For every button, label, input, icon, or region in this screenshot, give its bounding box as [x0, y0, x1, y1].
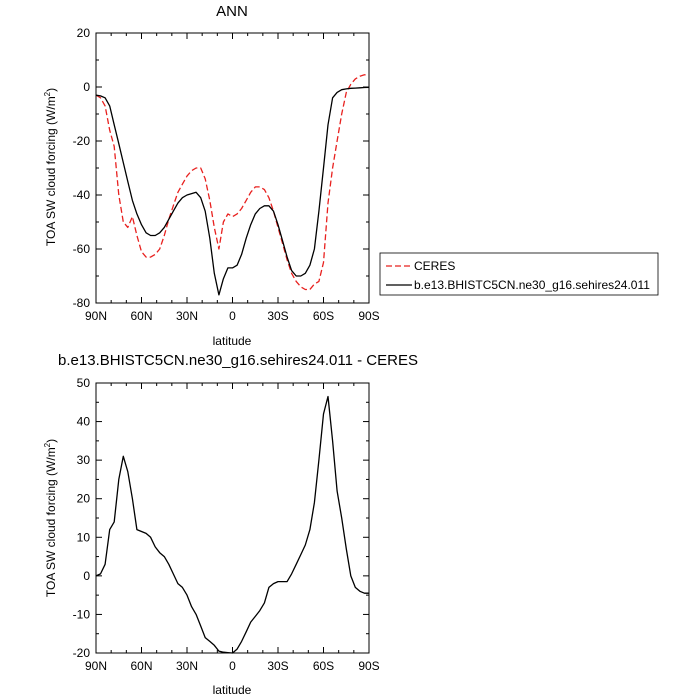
bottom-chart-xlabel: latitude	[213, 683, 252, 697]
bottom-chart-lines	[95, 395, 369, 654]
bottom-chart-frame	[95, 382, 370, 654]
bottom-series-line-0	[95, 395, 369, 654]
top-ytick-label: 20	[77, 26, 91, 40]
top-ylabel-text: TOA SW cloud forcing (W/m	[44, 96, 58, 246]
bottom-ytick-label: 0	[83, 569, 90, 583]
legend-label-ceres: CERES	[414, 259, 455, 273]
bottom-xtick-label: 90N	[85, 659, 107, 673]
top-chart-ylabel: TOA SW cloud forcing (W/m2)	[43, 88, 58, 246]
bottom-xtick-label: 60N	[130, 659, 152, 673]
bottom-ytick-label: -20	[73, 646, 91, 660]
svg-text:TOA SW cloud forcing (W/m2): TOA SW cloud forcing (W/m2)	[43, 88, 58, 246]
bottom-ytick-label: -10	[73, 607, 91, 621]
top-xtick-label: 60N	[130, 309, 152, 323]
top-xtick-label: 30N	[176, 309, 198, 323]
top-chart-ticks: 90N 60N 30N 0 30S 60S 90S 20 0 -20 -40 -60 -80	[73, 26, 380, 323]
top-ylabel-end: )	[44, 88, 58, 92]
bottom-xtick-label: 0	[229, 659, 236, 673]
bottom-xtick-label: 60S	[313, 659, 334, 673]
top-xtick-label: 60S	[313, 309, 334, 323]
bottom-xtick-label: 30N	[176, 659, 198, 673]
bottom-xtick-label: 30S	[267, 659, 288, 673]
bottom-ylabel-text: TOA SW cloud forcing (W/m	[44, 447, 58, 597]
bottom-chart-title: b.e13.BHISTC5CN.ne30_g16.sehires24.011 -…	[58, 352, 418, 369]
top-xtick-label: 30S	[267, 309, 288, 323]
bottom-ytick-label: 20	[77, 492, 91, 506]
top-ytick-label: -60	[73, 242, 91, 256]
bottom-ytick-label: 40	[77, 415, 91, 429]
bottom-ytick-label: 30	[77, 453, 91, 467]
top-chart-xlabel: latitude	[213, 334, 252, 348]
top-xtick-label: 0	[229, 309, 236, 323]
top-series-line-0	[95, 74, 369, 291]
legend-label-model: b.e13.BHISTC5CN.ne30_g16.sehires24.011	[414, 278, 650, 292]
top-ytick-label: 0	[83, 80, 90, 94]
top-ytick-label: -40	[73, 188, 91, 202]
svg-text:TOA SW cloud forcing (W/m2): TOA SW cloud forcing (W/m2)	[43, 439, 58, 597]
bottom-xtick-label: 90S	[358, 659, 379, 673]
top-chart-title: ANN	[216, 3, 248, 20]
top-ytick-label: -80	[73, 296, 91, 310]
bottom-ylabel-end: )	[44, 439, 58, 443]
bottom-ytick-label: 10	[77, 530, 91, 544]
bottom-chart-ylabel: TOA SW cloud forcing (W/m2)	[43, 439, 58, 597]
bottom-chart: b.e13.BHISTC5CN.ne30_g16.sehires24.011 -…	[43, 352, 418, 697]
top-series-line-1	[95, 86, 370, 296]
top-ylabel-sup: 2	[43, 91, 52, 96]
legend-box	[379, 252, 659, 296]
top-chart: ANN TOA SW cloud forcing (W/m2) latitude…	[43, 3, 659, 348]
bottom-ylabel-sup: 2	[43, 442, 52, 447]
legend: CERES b.e13.BHISTC5CN.ne30_g16.sehires24…	[379, 252, 659, 296]
top-xtick-label: 90N	[85, 309, 107, 323]
top-ytick-label: -20	[73, 134, 91, 148]
bottom-ytick-label: 50	[77, 376, 91, 390]
top-chart-lines	[95, 74, 370, 296]
top-chart-frame	[95, 32, 370, 304]
top-xtick-label: 90S	[358, 309, 379, 323]
bottom-chart-ticks: 90N 60N 30N 0 30S 60S 90S 50 40 30 20 10 0 -10 -20	[73, 376, 380, 673]
